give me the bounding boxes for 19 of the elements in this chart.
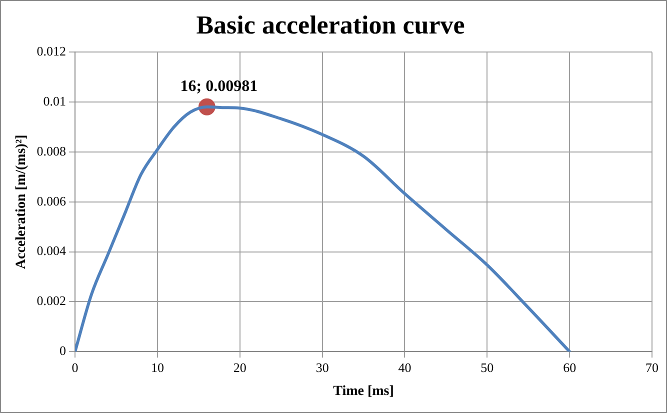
y-axis-title: Acceleration [m/(ms)²] [14,134,30,270]
y-tick-label: 0.008 [36,143,66,158]
y-tick-label: 0.012 [36,44,66,59]
x-tick-label: 30 [316,360,329,375]
chart-title: Basic acceleration curve [196,10,465,40]
x-tick-label: 0 [72,360,78,375]
x-tick-label: 20 [233,360,246,375]
x-tick-label: 60 [563,360,576,375]
x-tick-label: 50 [480,360,494,375]
y-tick-label: 0.002 [36,293,66,308]
x-axis-title: Time [ms] [333,384,394,400]
x-tick-label: 10 [150,360,164,375]
data-label: 16; 0.00981 [180,78,258,95]
y-tick-label: 0.004 [36,243,67,258]
x-tick-label: 70 [646,360,658,375]
y-tick-label: 0 [60,343,66,358]
y-tick-label: 0.01 [43,94,66,109]
y-tick-label: 0.006 [36,193,67,208]
x-tick-label: 40 [398,360,412,375]
